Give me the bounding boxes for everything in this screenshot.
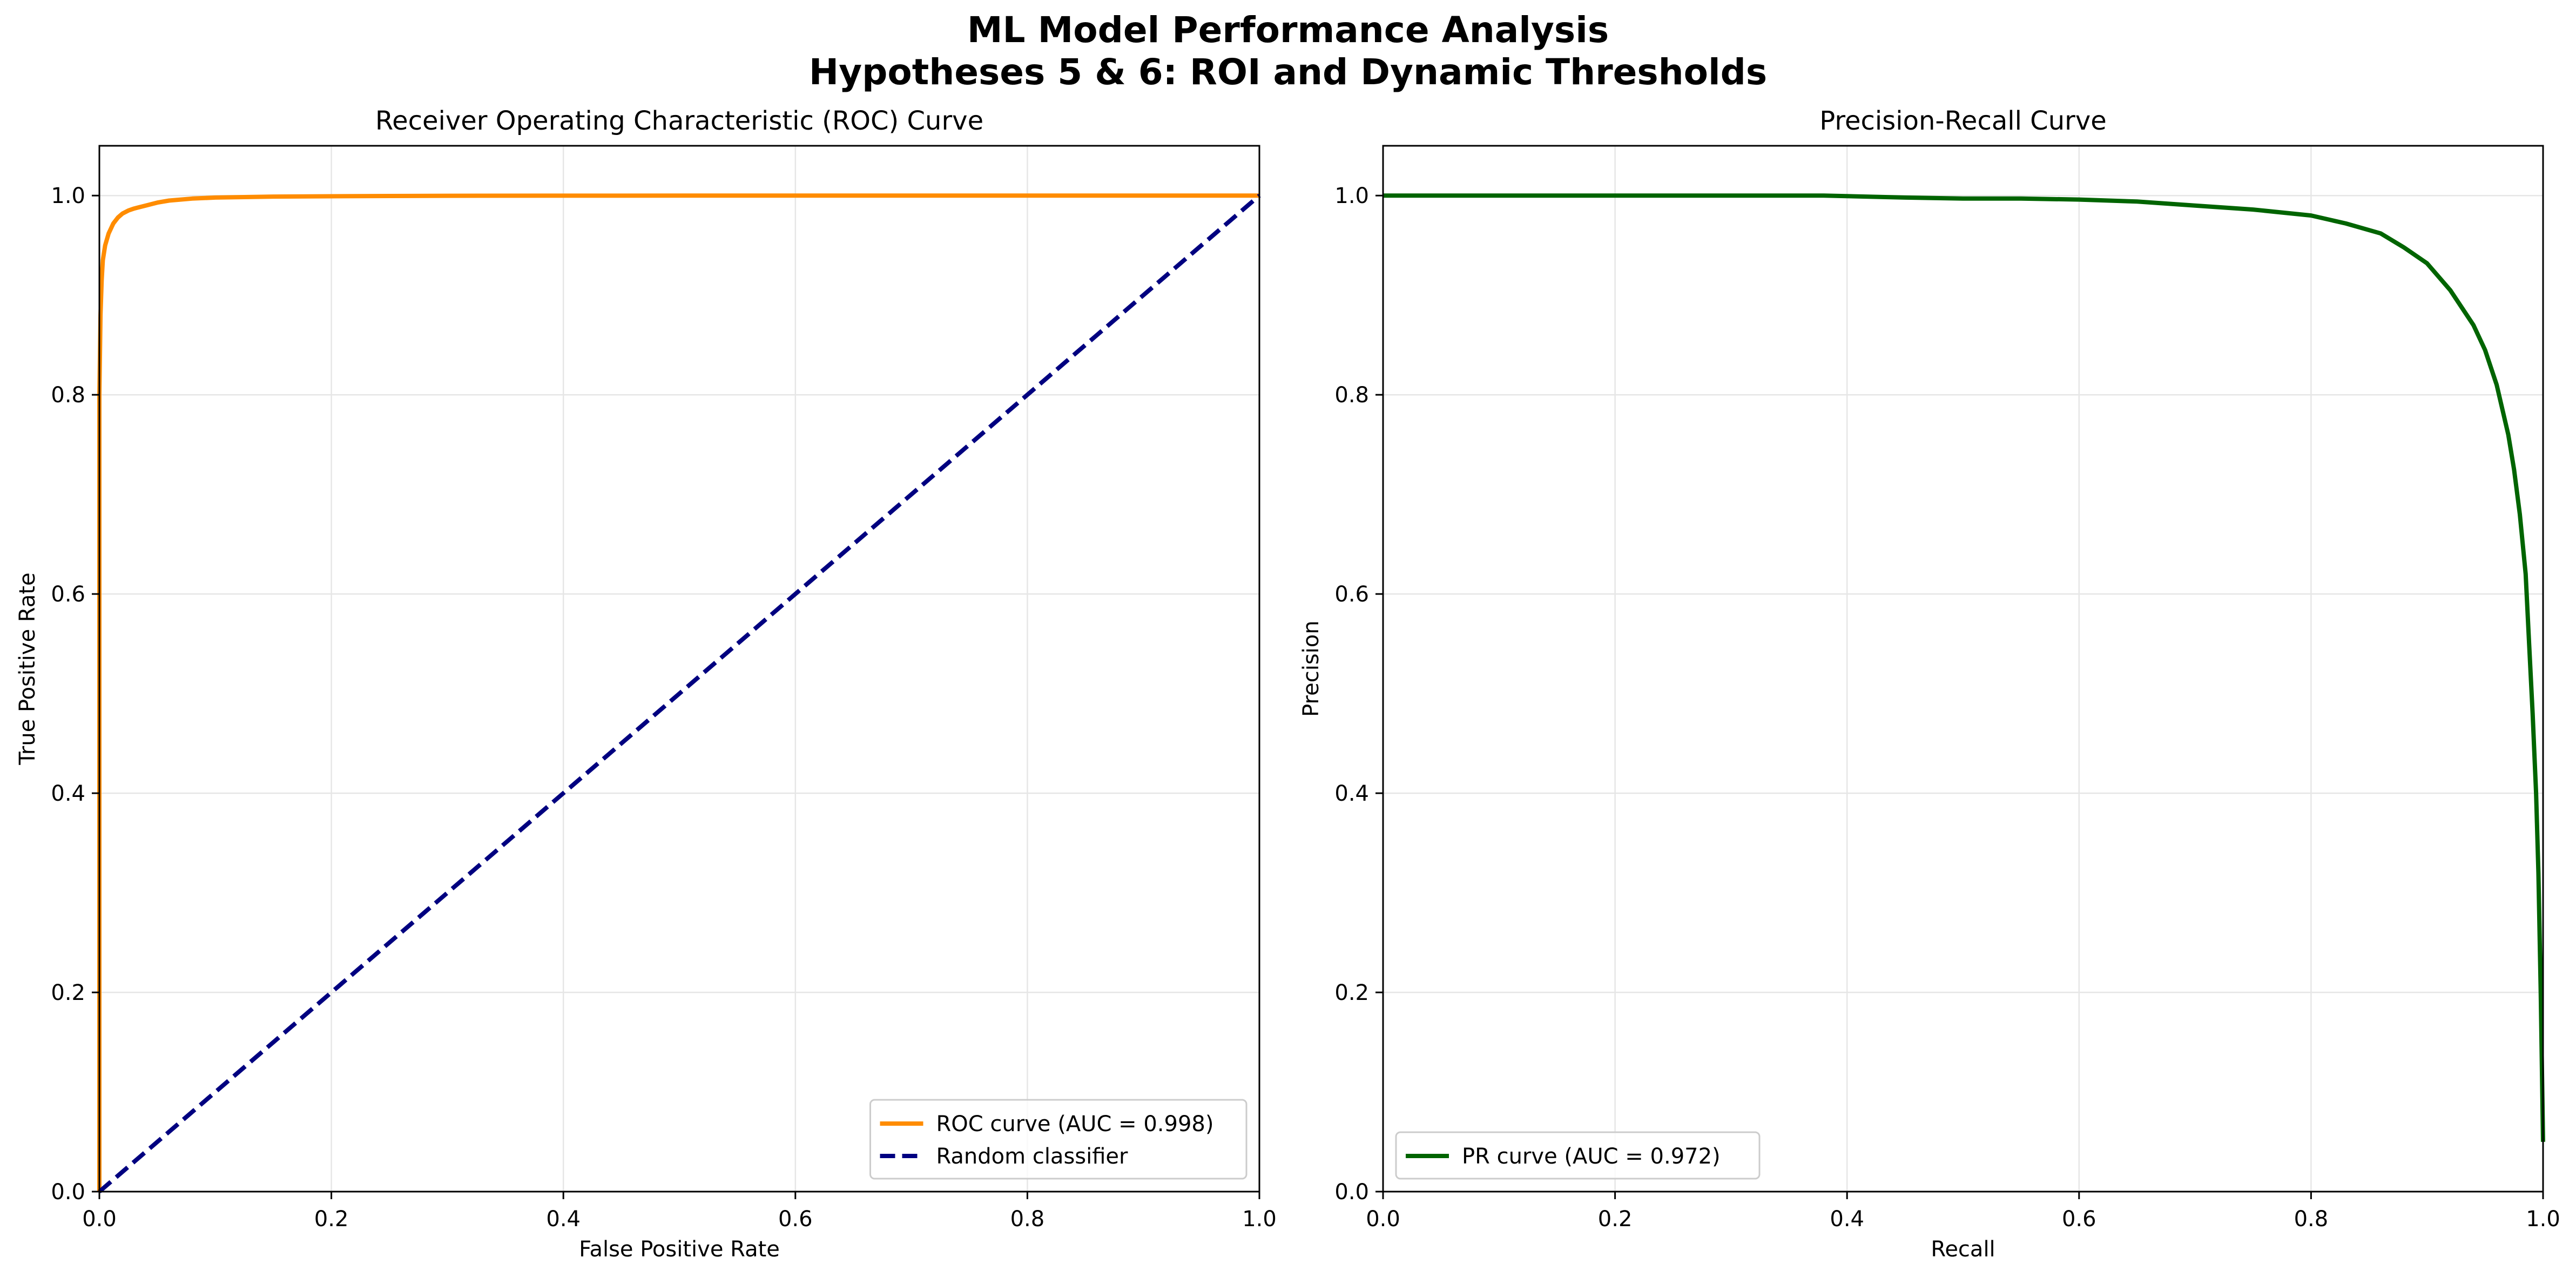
roc-x-tick-label: 0.0	[82, 1207, 117, 1232]
pr-y-tick-label: 0.2	[1334, 981, 1369, 1005]
roc-y-tick-label: 0.0	[51, 1180, 85, 1205]
pr-y-axis-label: Precision	[1299, 620, 1324, 716]
pr-y-tick-label: 0.6	[1334, 582, 1369, 607]
roc-y-tick-label: 0.4	[51, 781, 85, 806]
roc-axes-frame	[98, 145, 1260, 1193]
roc-x-tick-label: 0.6	[778, 1207, 813, 1232]
roc-x-tick-label: 0.8	[1010, 1207, 1045, 1232]
roc-y-axis-label: True Positive Rate	[15, 572, 40, 765]
roc-x-tick-label: 0.2	[314, 1207, 349, 1232]
roc-legend-label-1: Random classifier	[936, 1144, 1129, 1169]
pr-legend-label-0: PR curve (AUC = 0.972)	[1462, 1144, 1721, 1169]
roc-series-line-0	[97, 193, 1259, 1192]
roc-plot-area	[99, 146, 1259, 1192]
pr-y-tick-label: 1.0	[1334, 184, 1369, 208]
roc-x-tick-label: 1.0	[1242, 1207, 1277, 1232]
pr-x-tick-label: 0.0	[1366, 1207, 1400, 1232]
roc-legend: ROC curve (AUC = 0.998) Random classifier	[869, 1099, 1247, 1180]
roc-y-tick-label: 0.6	[51, 582, 85, 607]
roc-x-tick-label: 0.4	[546, 1207, 581, 1232]
pr-axes-frame	[1382, 145, 2544, 1193]
roc-legend-label-0: ROC curve (AUC = 0.998)	[936, 1112, 1214, 1137]
pr-x-tick-label: 0.4	[1830, 1207, 1864, 1232]
pr-y-tick-label: 0.0	[1334, 1180, 1369, 1205]
pr-legend: PR curve (AUC = 0.972)	[1395, 1131, 1761, 1180]
figure-title-line1: ML Model Performance Analysis	[967, 9, 1609, 51]
pr-x-tick-label: 0.2	[1598, 1207, 1633, 1232]
pr-x-tick-label: 0.6	[2062, 1207, 2096, 1232]
pr-y-tick-label: 0.4	[1334, 781, 1369, 806]
roc-y-tick-label: 0.2	[51, 981, 85, 1005]
roc-x-axis-label: False Positive Rate	[579, 1237, 780, 1262]
pr-series-line-0	[1383, 193, 2545, 1142]
pr-legend-box	[1395, 1131, 1761, 1180]
roc-legend-box	[869, 1099, 1247, 1180]
pr-x-axis-label: Recall	[1931, 1237, 1995, 1262]
pr-x-tick-label: 0.8	[2294, 1207, 2329, 1232]
roc-series-line-1	[98, 194, 1261, 1194]
roc-y-tick-label: 0.8	[51, 383, 85, 408]
pr-chart: 0.0 0.2 0.4 0.6 0.8 1.0 0.0 0.2 0.4 0.6 0.8 1.0 Prec…	[1299, 106, 2560, 1262]
roc-chart: 0.0 0.2 0.4 0.6 0.8 1.0 0.0 0.2 0.4 0.6 0.8 1.0 Rece…	[15, 106, 1277, 1262]
figure-title-line2: Hypotheses 5 & 6: ROI and Dynamic Thresh…	[809, 51, 1767, 93]
pr-plot-area	[1383, 146, 2543, 1192]
pr-chart-title: Precision-Recall Curve	[1819, 106, 2107, 136]
pr-y-tick-label: 0.8	[1334, 383, 1369, 408]
roc-chart-title: Receiver Operating Characteristic (ROC) …	[375, 106, 983, 136]
pr-x-tick-label: 1.0	[2526, 1207, 2560, 1232]
roc-y-tick-label: 1.0	[51, 184, 85, 208]
